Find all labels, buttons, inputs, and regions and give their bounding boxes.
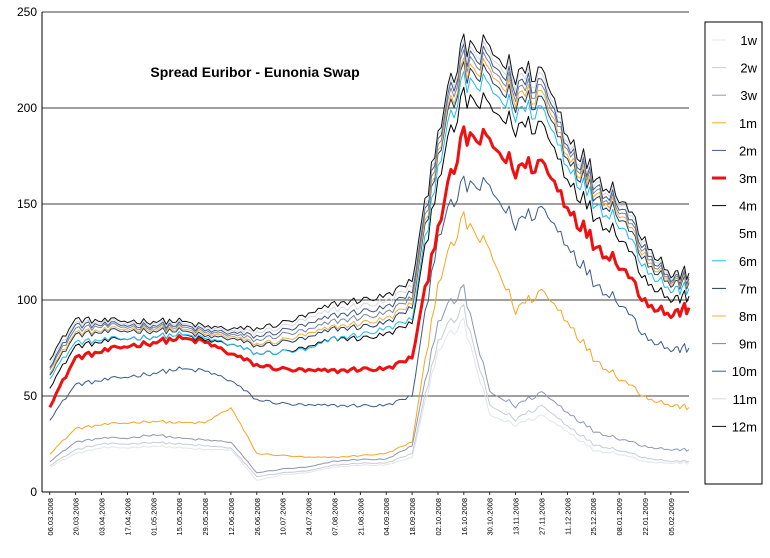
series-line-6m xyxy=(49,71,690,380)
x-tick-label: 18.09.2008 xyxy=(408,498,417,536)
legend-label-3w: 3w xyxy=(740,88,757,103)
x-tick-label: 08.01.2009 xyxy=(615,498,624,536)
x-tick-label: 20.03.2008 xyxy=(72,498,81,536)
y-tick-label: 150 xyxy=(17,197,37,211)
legend-label-8m: 8m xyxy=(739,309,757,324)
legend-label-4m: 4m xyxy=(739,199,757,214)
legend-label-1w: 1w xyxy=(740,33,757,48)
legend-label-2w: 2w xyxy=(740,61,757,76)
x-tick-label: 05.02.2009 xyxy=(667,498,676,536)
legend-box xyxy=(704,21,763,485)
legend-label-12m: 12m xyxy=(732,419,757,434)
y-tick-label: 200 xyxy=(17,101,37,115)
series-line-2m xyxy=(49,175,690,421)
legend-label-5m: 5m xyxy=(739,226,757,241)
x-tick-label: 30.10.2008 xyxy=(486,498,495,536)
x-tick-label: 25.12.2008 xyxy=(589,498,598,536)
x-tick-label: 04.09.2008 xyxy=(382,498,391,536)
x-tick-label: 24.07.2008 xyxy=(305,498,314,536)
x-tick-label: 13.11.2008 xyxy=(512,498,521,535)
gridlines xyxy=(42,11,689,397)
legend-label-2m: 2m xyxy=(739,143,757,158)
y-tick-label: 250 xyxy=(17,5,37,19)
x-tick-label: 11.12.2008 xyxy=(563,498,572,535)
legend-label-7m: 7m xyxy=(739,281,757,296)
x-tick-label: 12.06.2008 xyxy=(227,498,236,536)
series-line-5m xyxy=(49,76,690,385)
x-tick-label: 22.01.2009 xyxy=(641,498,650,536)
series-line-2w xyxy=(49,304,690,477)
x-tick-label: 17.04.2008 xyxy=(123,498,132,536)
series-line-3w xyxy=(49,284,690,474)
x-tick-label: 15.05.2008 xyxy=(175,498,184,536)
x-tick-label: 29.05.2008 xyxy=(201,498,210,536)
legend-label-10m: 10m xyxy=(732,364,757,379)
y-tick-label: 0 xyxy=(30,485,37,499)
x-tick-label: 10.07.2008 xyxy=(279,498,288,536)
x-tick-label: 06.03.2008 xyxy=(46,498,55,536)
series-line-1m xyxy=(49,211,690,459)
x-tick-label: 26.06.2008 xyxy=(253,498,262,536)
x-tick-label: 16.10.2008 xyxy=(460,498,469,536)
y-tick-label: 50 xyxy=(24,389,38,403)
legend: 1w 2w 3w 1m 2m 3m 4m 5m 6m 7m 8m 9m 10m 11m 12m xyxy=(704,21,763,485)
x-tick-label: 21.08.2008 xyxy=(356,498,365,536)
x-tick-label: 07.08.2008 xyxy=(330,498,339,536)
x-tick-label: 01.05.2008 xyxy=(149,498,158,536)
x-tick-label: 03.04.2008 xyxy=(98,498,107,536)
series-line-8m xyxy=(49,57,690,374)
y-axis-tick-labels: 0 50 100 150 200 250 xyxy=(17,5,37,499)
legend-label-9m: 9m xyxy=(739,337,757,352)
series-line-3m xyxy=(48,125,691,409)
series-line-10m xyxy=(49,43,690,368)
series-line-7m xyxy=(49,61,690,376)
x-tick-label: 02.10.2008 xyxy=(434,498,443,536)
plot-area xyxy=(42,12,689,492)
series-lines xyxy=(48,33,691,481)
legend-label-3m: 3m xyxy=(739,171,757,186)
series-line-9m xyxy=(49,49,690,370)
legend-label-6m: 6m xyxy=(739,254,757,269)
chart-title: Spread Euribor - Eunonia Swap xyxy=(150,64,359,80)
legend-label-11m: 11m xyxy=(733,392,757,407)
x-tick-label: 27.11.2008 xyxy=(537,498,546,535)
y-tick-label: 100 xyxy=(17,293,37,307)
legend-label-1m: 1m xyxy=(739,116,757,131)
x-axis-tick-labels: 06.03.2008 20.03.2008 03.04.2008 17.04.2008… xyxy=(46,492,676,536)
series-line-11m xyxy=(49,39,690,365)
series-line-1w xyxy=(49,317,690,481)
series-line-12m xyxy=(49,33,690,361)
